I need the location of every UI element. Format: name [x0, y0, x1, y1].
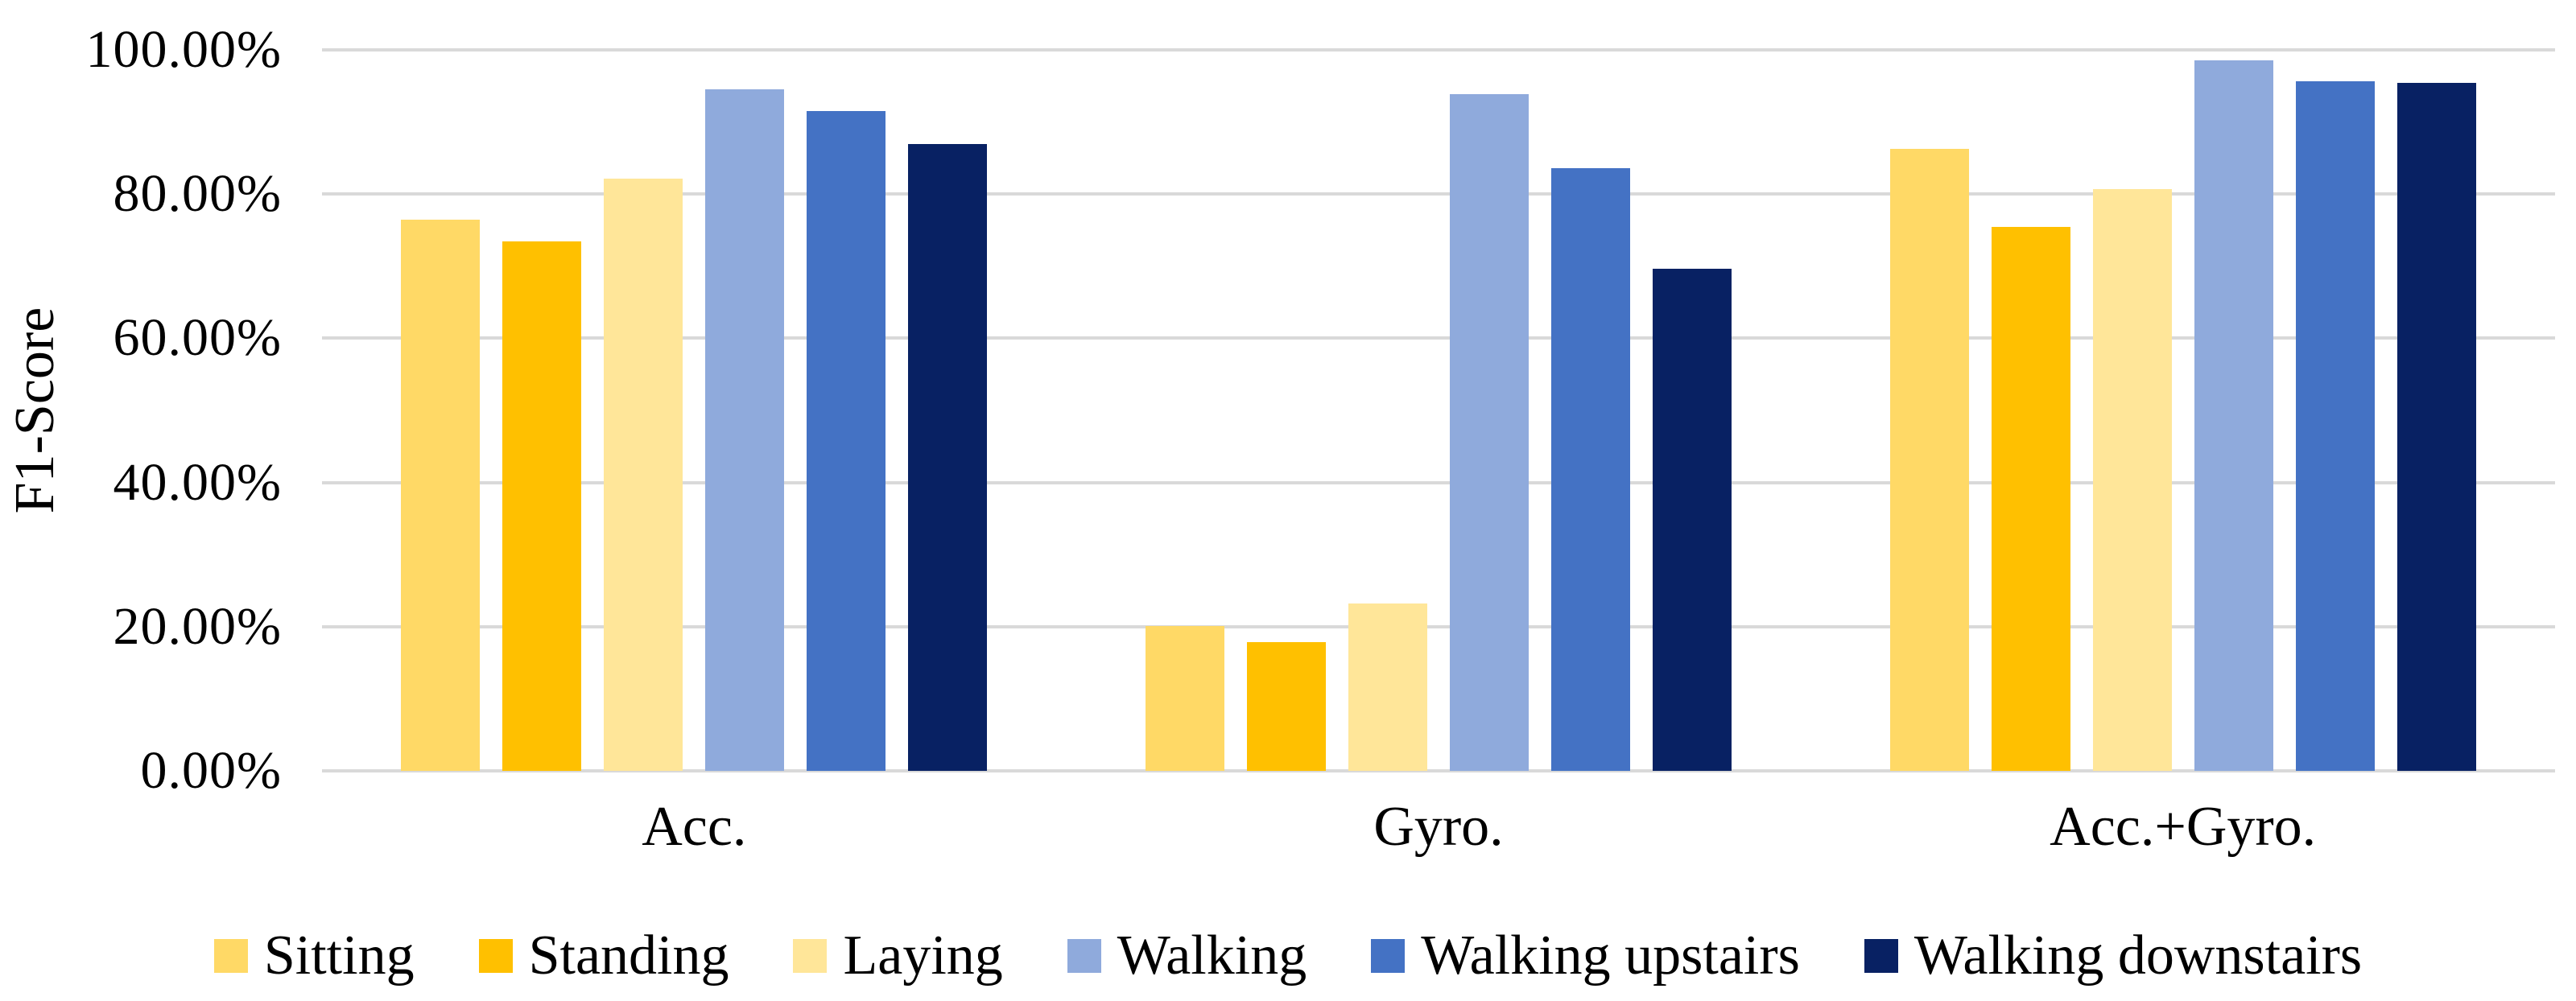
legend-swatch-standing: [478, 939, 513, 973]
legend-swatch-walking-downstairs: [1864, 939, 1898, 973]
category-label-acc-gyro: Acc.+Gyro.: [2050, 796, 2317, 858]
bar-walking-downstairs-acc-gyro: [2396, 83, 2476, 771]
bar-sitting-gyro: [1146, 625, 1224, 771]
bar-sitting-acc: [401, 219, 481, 771]
x-axis-category-labels: Acc. Gyro. Acc.+Gyro.: [322, 795, 2555, 859]
gridline: [322, 769, 2555, 772]
gridline: [322, 48, 2555, 51]
bar-walking-upstairs-gyro: [1551, 167, 1630, 771]
legend: Sitting Standing Laying Walking Walking upst…: [0, 924, 2576, 988]
plot-area: [322, 48, 2555, 772]
y-tick-label: 0.00%: [140, 741, 282, 800]
bar-walking-upstairs-acc: [807, 111, 886, 771]
bar-walking-downstairs-acc: [908, 144, 988, 771]
bar-walking-acc-gyro: [2194, 60, 2273, 771]
bar-standing-acc: [502, 241, 582, 771]
legend-item-laying: Laying: [793, 924, 1003, 988]
legend-item-standing: Standing: [478, 924, 729, 988]
bar-standing-acc-gyro: [1991, 227, 2070, 771]
y-tick-label: 60.00%: [113, 308, 282, 368]
bar-walking-gyro: [1450, 93, 1529, 771]
legend-item-walking: Walking: [1067, 924, 1307, 988]
legend-label: Walking downstairs: [1913, 925, 2363, 987]
legend-label: Walking upstairs: [1421, 925, 1800, 987]
legend-item-sitting: Sitting: [213, 924, 415, 988]
legend-swatch-walking-upstairs: [1371, 939, 1406, 973]
legend-label: Standing: [528, 925, 729, 987]
bar-walking-acc: [705, 89, 785, 771]
legend-swatch-sitting: [213, 939, 248, 973]
gridline: [322, 624, 2555, 628]
category-label-gyro: Gyro.: [1373, 796, 1504, 858]
bar-standing-gyro: [1247, 641, 1326, 771]
legend-item-walking-downstairs: Walking downstairs: [1864, 924, 2362, 988]
bar-walking-upstairs-acc-gyro: [2295, 81, 2375, 771]
legend-label: Sitting: [263, 925, 415, 987]
legend-swatch-walking: [1067, 939, 1101, 973]
gridline: [322, 480, 2555, 484]
bar-group-gyro: [1067, 50, 1811, 771]
y-tick-label: 80.00%: [113, 164, 282, 224]
legend-swatch-laying: [793, 939, 828, 973]
bar-laying-acc: [604, 178, 683, 771]
gridline: [322, 192, 2555, 196]
y-tick-label: 20.00%: [113, 596, 282, 656]
legend-label: Laying: [843, 925, 1003, 987]
bar-group-acc-gyro: [1810, 50, 2555, 771]
y-tick-label: 100.00%: [85, 20, 282, 79]
bar-group-acc: [322, 50, 1067, 771]
bar-laying-gyro: [1348, 603, 1427, 771]
bar-laying-acc-gyro: [2092, 188, 2172, 771]
bar-sitting-acc-gyro: [1889, 148, 1969, 771]
category-label-acc: Acc.: [642, 796, 747, 858]
y-tick-label: 40.00%: [113, 452, 282, 512]
bar-groups: [322, 50, 2555, 771]
gridline: [322, 336, 2555, 340]
bar-walking-downstairs-gyro: [1653, 268, 1732, 771]
legend-item-walking-upstairs: Walking upstairs: [1371, 924, 1800, 988]
legend-label: Walking: [1117, 925, 1307, 987]
